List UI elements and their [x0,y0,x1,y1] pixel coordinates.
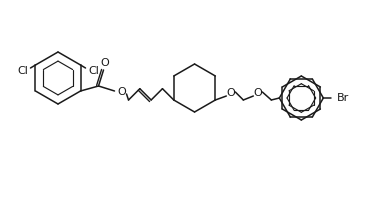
Text: Cl: Cl [17,66,28,76]
Text: Br: Br [338,93,350,103]
Text: O: O [117,87,126,97]
Text: Cl: Cl [88,66,99,76]
Text: O: O [100,58,109,68]
Text: O: O [226,88,235,98]
Text: O: O [253,88,262,98]
